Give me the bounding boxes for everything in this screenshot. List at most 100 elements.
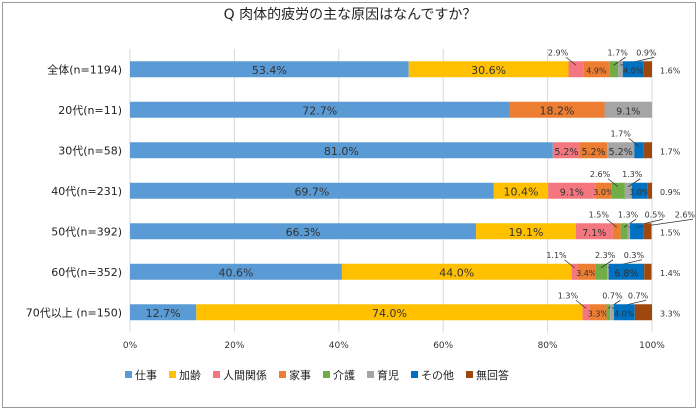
bar-segment xyxy=(634,142,644,159)
bar-segment xyxy=(595,263,608,280)
data-label: 1.4% xyxy=(660,269,681,278)
category-label: 30代(n=58) xyxy=(58,144,122,157)
x-tick-label: 100% xyxy=(639,341,665,351)
bar-segment xyxy=(612,223,621,240)
data-label: 6.8% xyxy=(614,268,638,279)
bar-segment xyxy=(568,61,584,78)
leader-line xyxy=(600,259,614,269)
data-label: 1.6% xyxy=(660,66,681,75)
data-label: 9.1% xyxy=(560,187,584,198)
data-label: 18.2% xyxy=(540,104,575,117)
data-label: 40.6% xyxy=(218,266,253,279)
bar-segment xyxy=(630,223,644,240)
bar-segment xyxy=(607,142,635,159)
bar-segment xyxy=(618,61,623,78)
bar-segment xyxy=(643,223,652,240)
data-label: 2.6% xyxy=(590,170,611,179)
category-label: 全体(n=1194) xyxy=(47,62,122,76)
category-label: 20代(n=11) xyxy=(58,104,122,117)
bar-segment xyxy=(643,61,652,78)
data-label: 0.5% xyxy=(645,210,666,219)
data-label: 66.3% xyxy=(286,226,321,239)
bar-segment xyxy=(610,304,614,321)
bar-segment xyxy=(634,304,652,321)
bar-segment xyxy=(611,182,625,199)
bar-segment xyxy=(624,182,632,199)
bar-segment xyxy=(583,61,610,78)
legend-label: 加齢 xyxy=(179,368,201,382)
bar-segment xyxy=(620,223,628,240)
bar-segment xyxy=(575,223,613,240)
bar-segment xyxy=(589,304,607,321)
bar-segment xyxy=(130,263,342,280)
legend-swatch xyxy=(169,371,176,378)
bar-segment xyxy=(582,304,590,321)
legend-label: 介護 xyxy=(333,368,355,382)
bar-segment xyxy=(595,182,612,199)
data-label: 3.0% xyxy=(593,188,614,197)
data-label: 0.3% xyxy=(624,251,645,260)
data-label: 1.5% xyxy=(660,228,681,237)
leader-line xyxy=(628,137,639,147)
legend-swatch xyxy=(367,371,374,378)
data-label: 1.7% xyxy=(611,129,632,138)
data-label: 69.7% xyxy=(294,185,329,198)
data-label: 12.7% xyxy=(146,307,181,320)
bar-segment xyxy=(552,142,580,159)
category-label: 70代以上 (n=150) xyxy=(26,306,122,319)
data-label: 1.5% xyxy=(589,210,610,219)
leader-line xyxy=(607,178,619,188)
data-label: 2.6% xyxy=(675,210,696,219)
bar-segment xyxy=(647,182,652,199)
data-label: 1.7% xyxy=(607,48,628,57)
legend-swatch xyxy=(411,371,418,378)
data-label: 72.7% xyxy=(302,104,337,117)
leader-line xyxy=(564,259,575,269)
data-label: 4.9% xyxy=(586,66,607,75)
data-label: 1.3% xyxy=(622,170,643,179)
leader-line xyxy=(606,218,618,228)
legend-label: その他 xyxy=(421,369,454,382)
data-label: 4.0% xyxy=(614,309,635,318)
data-label: 1.3% xyxy=(558,291,579,300)
bar-segment xyxy=(627,223,631,240)
legend-swatch xyxy=(213,371,220,378)
data-label: 3.3% xyxy=(660,309,681,318)
data-label: 7.1% xyxy=(582,228,606,239)
bar-segment xyxy=(579,142,608,159)
data-label: 10.4% xyxy=(504,185,539,198)
legend-label: 育児 xyxy=(377,368,399,382)
x-tick-label: 80% xyxy=(538,341,558,351)
leader-line xyxy=(565,56,577,66)
bar-segment xyxy=(408,61,569,78)
data-label: 2.3% xyxy=(595,251,616,260)
bar-segment xyxy=(196,304,583,321)
data-label: 19.1% xyxy=(508,226,543,239)
data-label: 1.1% xyxy=(546,251,567,260)
data-label: 0.7% xyxy=(628,291,649,300)
data-label: 0.9% xyxy=(660,188,681,197)
data-label: 5.2% xyxy=(609,147,633,158)
legend-swatch xyxy=(279,371,286,378)
bar-segment xyxy=(604,101,652,118)
bar-segment xyxy=(577,263,596,280)
legend-label: 人間関係 xyxy=(223,369,267,382)
legend-label: 無回答 xyxy=(476,368,509,382)
bar-segment xyxy=(130,101,510,118)
x-tick-label: 20% xyxy=(224,341,244,351)
x-tick-label: 0% xyxy=(123,341,138,351)
bar-segment xyxy=(548,182,596,199)
bar-segment xyxy=(341,263,572,280)
legend-swatch xyxy=(125,371,132,378)
bar-segment xyxy=(644,263,652,280)
bar-segment xyxy=(607,263,609,280)
x-tick-label: 40% xyxy=(329,341,349,351)
chart-title: Q 肉体的疲労の主な原因はなんですか？ xyxy=(223,7,477,23)
legend-label: 家事 xyxy=(289,368,311,382)
legend-swatch xyxy=(466,371,473,378)
bar-segment xyxy=(130,61,409,78)
bar-segment xyxy=(643,142,652,159)
chart-frame xyxy=(2,2,696,408)
data-label: 0.7% xyxy=(602,291,623,300)
